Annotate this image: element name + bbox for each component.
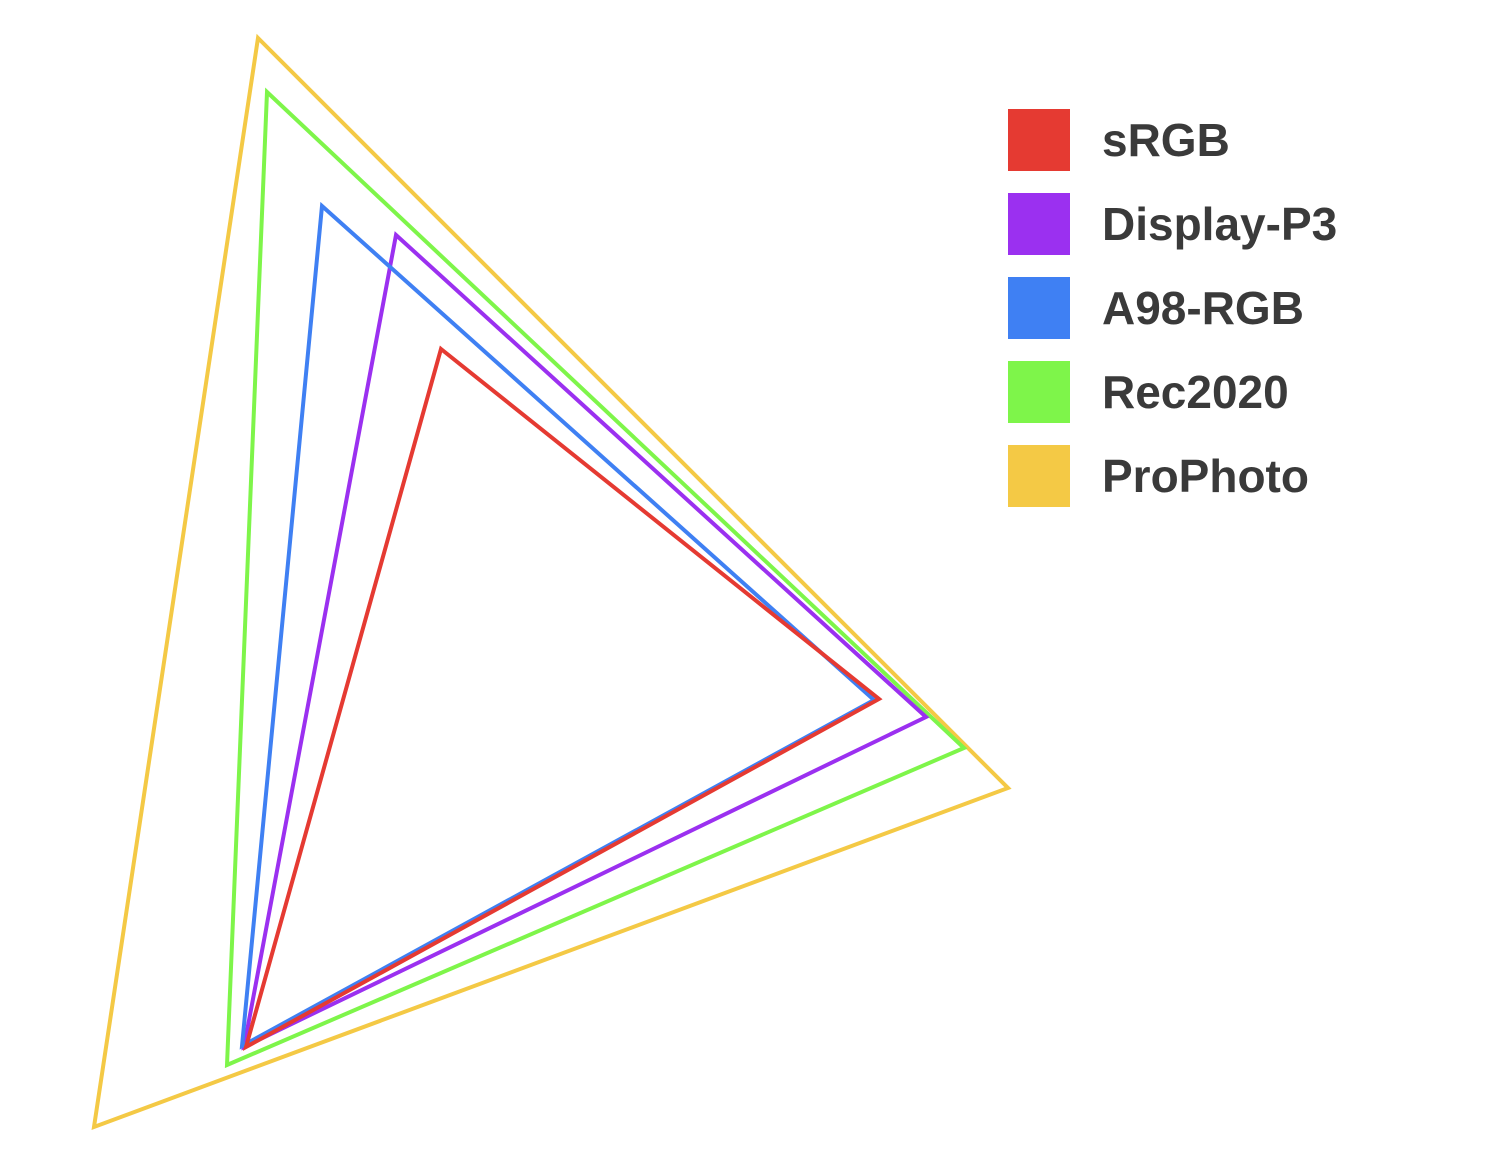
legend-label-display-p3: Display-P3 bbox=[1102, 198, 1338, 250]
legend-swatch-prophoto bbox=[1008, 445, 1070, 507]
legend-item-display-p3: Display-P3 bbox=[1008, 192, 1428, 256]
gamut-triangle-srgb bbox=[242, 345, 883, 1052]
gamut-triangle-prophoto bbox=[91, 33, 1012, 1131]
gamut-triangle-display-p3 bbox=[241, 231, 930, 1051]
legend-label-rec2020: Rec2020 bbox=[1102, 366, 1289, 418]
legend-item-a98-rgb: A98-RGB bbox=[1008, 276, 1428, 340]
legend-label-a98-rgb: A98-RGB bbox=[1102, 282, 1304, 334]
legend-swatch-rec2020 bbox=[1008, 361, 1070, 423]
legend-swatch-srgb bbox=[1008, 109, 1070, 171]
legend: sRGB Display-P3 A98-RGB Rec2020 ProPhoto bbox=[1008, 108, 1428, 528]
gamut-triangle-rec2020 bbox=[224, 87, 968, 1069]
legend-swatch-a98-rgb bbox=[1008, 277, 1070, 339]
gamut-triangle-a98-rgb bbox=[239, 201, 878, 1050]
legend-item-rec2020: Rec2020 bbox=[1008, 360, 1428, 424]
legend-label-prophoto: ProPhoto bbox=[1102, 450, 1309, 502]
legend-item-prophoto: ProPhoto bbox=[1008, 444, 1428, 508]
legend-label-srgb: sRGB bbox=[1102, 114, 1230, 166]
legend-item-srgb: sRGB bbox=[1008, 108, 1428, 172]
legend-swatch-display-p3 bbox=[1008, 193, 1070, 255]
